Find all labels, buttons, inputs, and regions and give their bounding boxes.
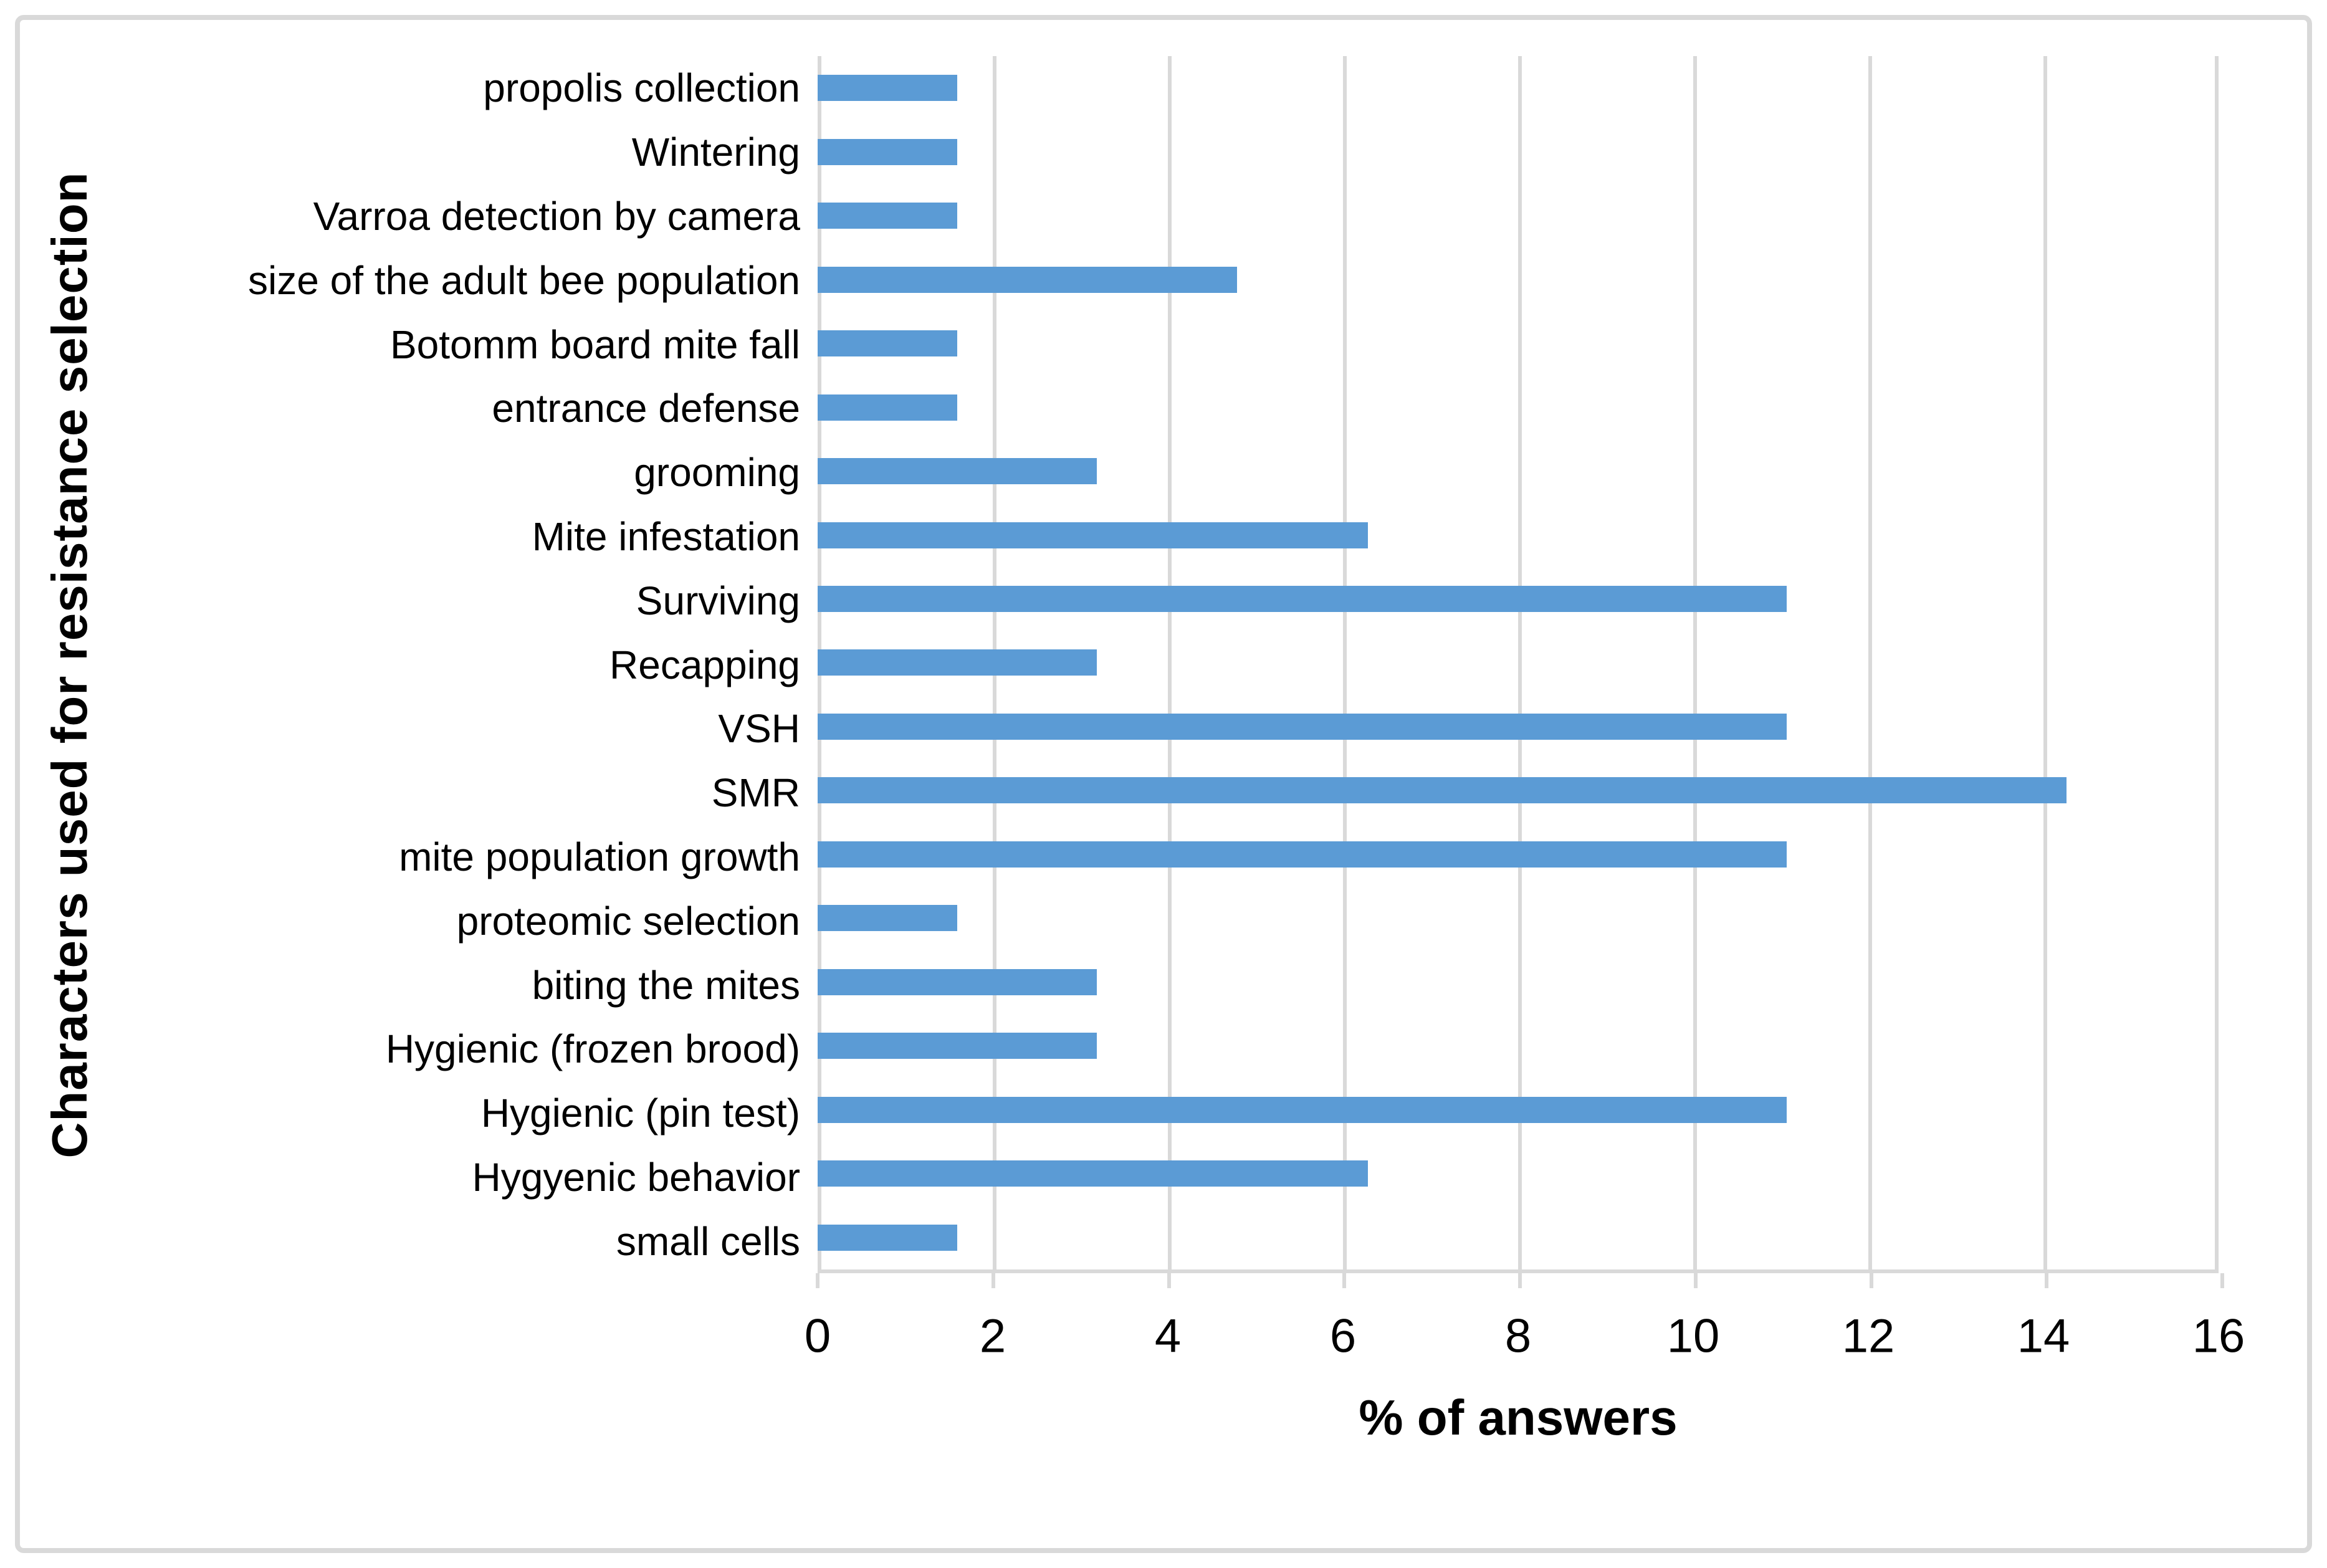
bar — [818, 777, 2067, 804]
bar — [818, 75, 958, 102]
category-label: propolis collection — [483, 65, 800, 111]
bar — [818, 968, 1097, 995]
bar — [818, 1033, 1097, 1059]
bar — [818, 1096, 1787, 1123]
bar — [818, 266, 1237, 293]
tick-mark — [816, 1273, 819, 1288]
category-label: size of the adult bee population — [248, 257, 800, 303]
bar-row — [818, 184, 2215, 247]
bar — [818, 394, 958, 421]
bar-row — [818, 1014, 2215, 1078]
chart-area: Characters used for resistance selection… — [20, 56, 2307, 1273]
tick-mark — [1167, 1273, 1171, 1288]
bar — [818, 458, 1097, 485]
category-label: small cells — [616, 1218, 800, 1264]
category-label: VSH — [718, 706, 800, 752]
tick-mark — [1518, 1273, 1522, 1288]
bar-row — [818, 503, 2215, 566]
tick-mark — [1693, 1273, 1698, 1288]
bar — [818, 1224, 958, 1251]
bar — [818, 138, 958, 165]
bar — [818, 713, 1787, 740]
category-label: Wintering — [631, 130, 800, 175]
category-label: Mite infestation — [532, 514, 800, 559]
bar — [818, 905, 958, 932]
y-axis-title-column: Characters used for resistance selection — [20, 56, 120, 1273]
x-axis-tick-labels: 0 2 4 6 8 10 12 14 16 — [805, 1289, 2245, 1383]
tick-label: 4 — [1154, 1309, 1182, 1363]
bar-row — [818, 439, 2215, 503]
category-label: Varroa detection by camera — [313, 193, 800, 239]
category-label: Hygienic (frozen brood) — [385, 1026, 800, 1072]
bar-row — [818, 56, 2215, 120]
x-axis-tick-marks — [816, 1273, 2224, 1289]
bar-row — [818, 312, 2215, 375]
category-label: Botomm board mite fall — [389, 322, 800, 367]
bar-row — [818, 247, 2215, 311]
bar — [818, 330, 958, 357]
bar-row — [818, 823, 2215, 886]
category-label: proteomic selection — [456, 898, 800, 944]
bar — [818, 841, 1787, 868]
tick-label: 12 — [1842, 1309, 1895, 1363]
tick-label: 10 — [1666, 1309, 1720, 1363]
tick-label: 6 — [1329, 1309, 1357, 1363]
bar — [818, 203, 958, 229]
category-axis: propolis collection Wintering Varroa det… — [120, 56, 818, 1273]
tick-label: 8 — [1504, 1309, 1532, 1363]
category-label: Hygienic (pin test) — [480, 1091, 800, 1136]
bar-row — [818, 1142, 2215, 1205]
tick-mark — [2045, 1273, 2049, 1288]
tick-mark — [1869, 1273, 1873, 1288]
y-axis-title: Characters used for resistance selection — [42, 171, 97, 1158]
chart-frame: Characters used for resistance selection… — [15, 15, 2312, 1553]
tick-label: 14 — [2017, 1309, 2070, 1363]
bar-row — [818, 1205, 2215, 1269]
plot-area — [818, 56, 2219, 1273]
tick-label: 16 — [2192, 1309, 2245, 1363]
category-label: biting the mites — [532, 962, 800, 1008]
bar — [818, 585, 1787, 612]
category-label: grooming — [634, 450, 800, 495]
category-label: Hygyenic behavior — [472, 1154, 801, 1200]
category-label: Surviving — [636, 578, 800, 623]
bar — [818, 522, 1368, 548]
bar-row — [818, 1078, 2215, 1142]
tick-mark — [1342, 1273, 1347, 1288]
x-axis-title: % of answers — [1359, 1390, 1678, 1445]
tick-mark — [2220, 1273, 2224, 1288]
bar — [818, 1160, 1368, 1187]
tick-mark — [991, 1273, 995, 1288]
tick-label: 2 — [979, 1309, 1006, 1363]
bar-row — [818, 758, 2215, 822]
category-label: mite population growth — [399, 834, 800, 879]
category-label: entrance defense — [492, 386, 800, 431]
bar-row — [818, 567, 2215, 631]
bar-row — [818, 950, 2215, 1014]
bar — [818, 649, 1097, 676]
bar-row — [818, 886, 2215, 950]
category-label: Recapping — [609, 642, 800, 687]
bar-row — [818, 375, 2215, 439]
bar-row — [818, 120, 2215, 183]
bar-row — [818, 695, 2215, 758]
bar-row — [818, 631, 2215, 694]
tick-label: 0 — [804, 1309, 831, 1363]
category-label: SMR — [711, 770, 800, 816]
